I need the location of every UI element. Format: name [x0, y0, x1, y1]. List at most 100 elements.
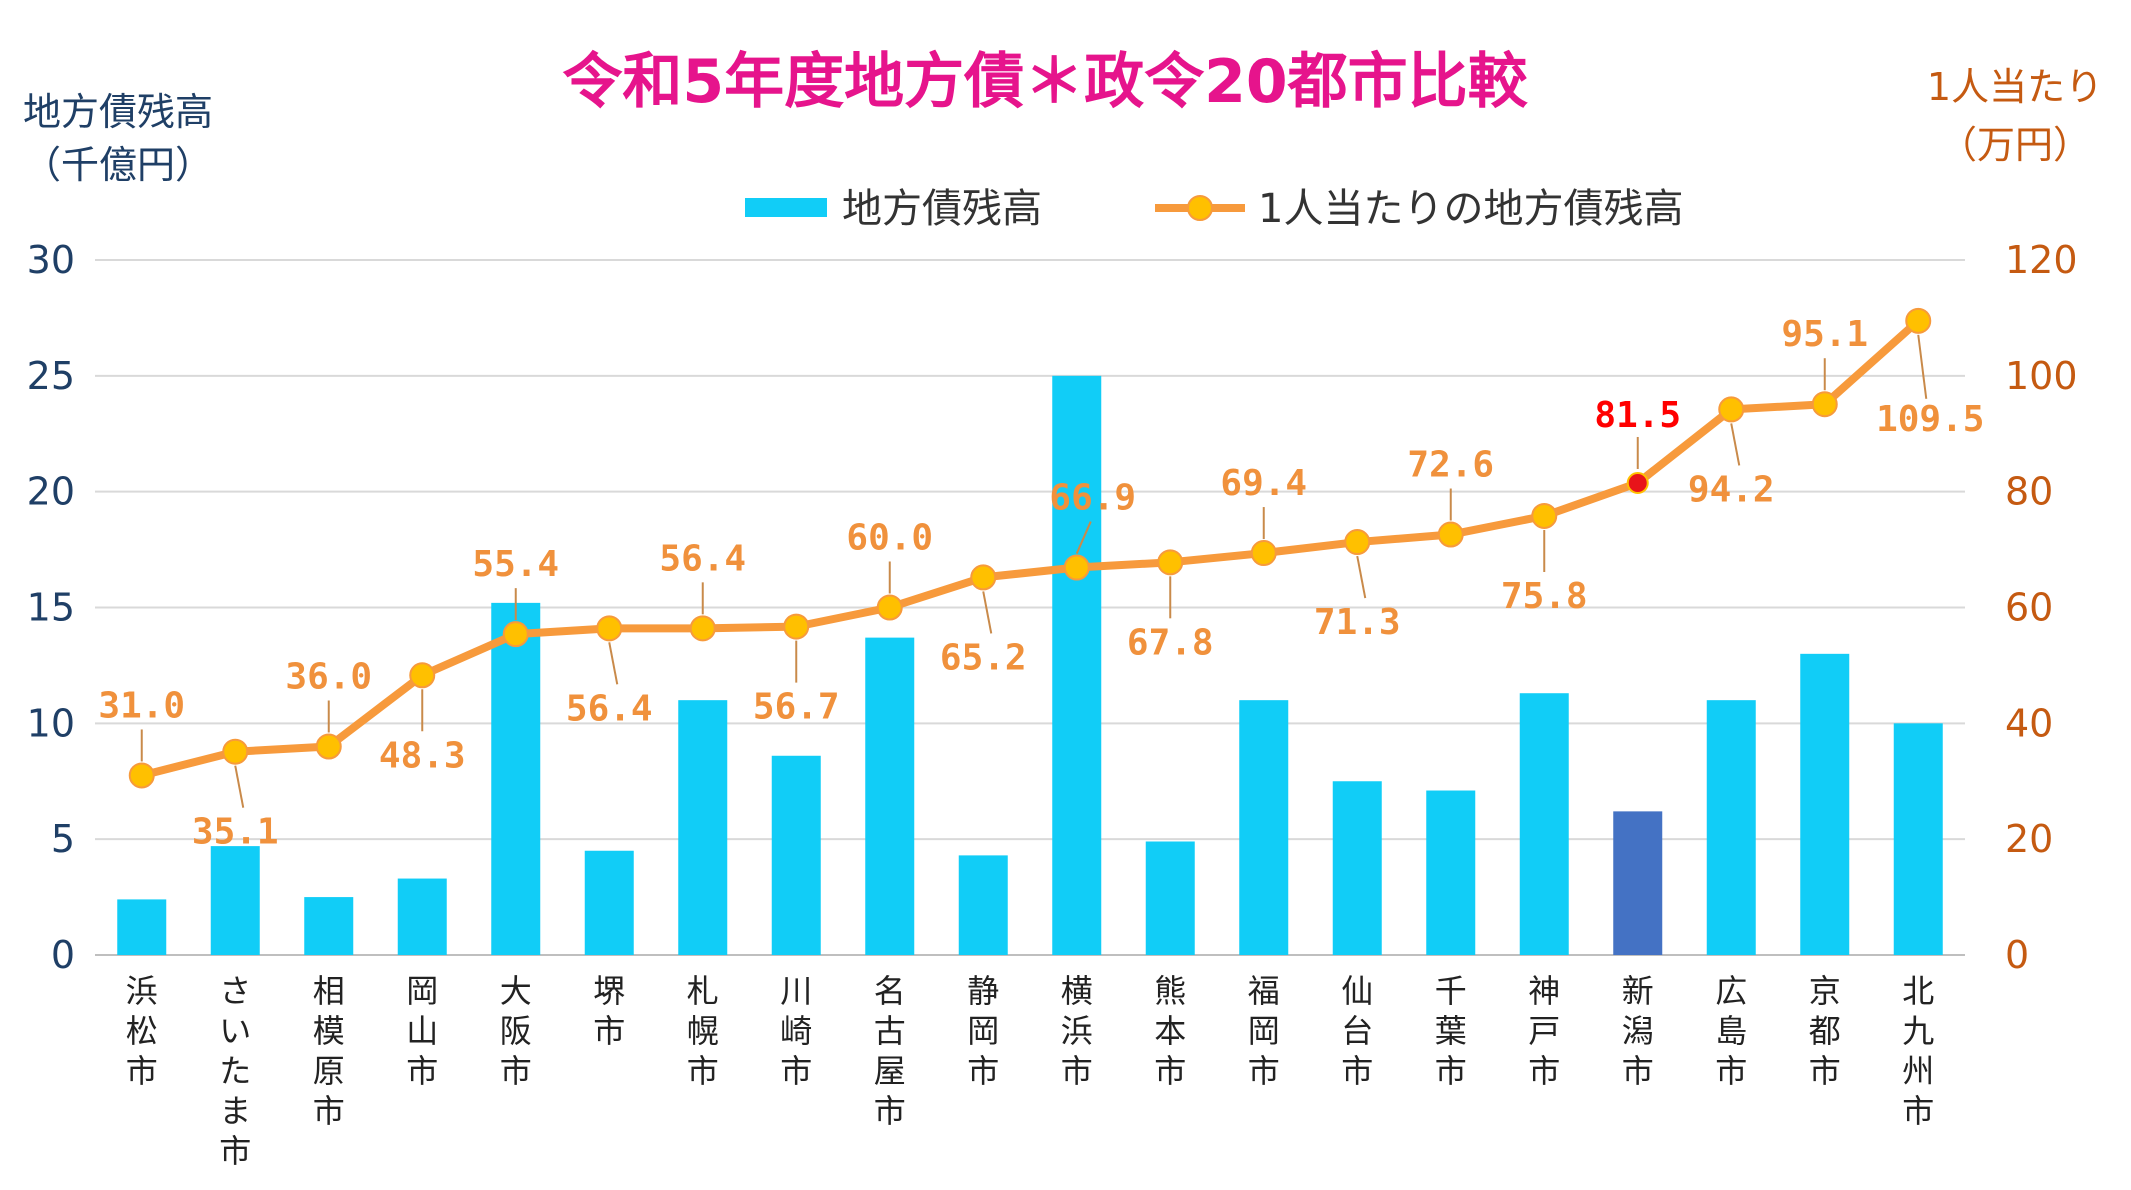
bar: [1800, 653, 1850, 955]
bar: [958, 855, 1008, 955]
bar: [1052, 375, 1102, 955]
series-marker: [689, 615, 716, 642]
category-label: 浜松市: [126, 972, 158, 1090]
bar: [1332, 781, 1382, 955]
series-marker: [1063, 554, 1090, 581]
label-leader: [1356, 555, 1367, 599]
category-label: 岡山市: [406, 972, 438, 1090]
data-label: 56.7: [753, 687, 840, 728]
bar: [117, 899, 167, 955]
category-label: 福岡市: [1248, 972, 1280, 1090]
category-label: 仙台市: [1341, 972, 1373, 1090]
series-marker: [1250, 540, 1277, 567]
bar: [1613, 811, 1663, 955]
series-marker: [1437, 521, 1464, 548]
data-label: 75.8: [1501, 576, 1588, 617]
bar-series: [117, 375, 1943, 955]
data-label: 67.8: [1127, 622, 1214, 663]
data-label: 71.3: [1314, 602, 1401, 643]
legend-bar-label: 地方債残高: [842, 186, 1042, 232]
right-tick-label: 20: [2005, 817, 2053, 861]
label-leader: [982, 591, 993, 634]
line-series: [128, 307, 1932, 789]
legend: 地方債残高 1人当たりの地方債残高: [745, 186, 1683, 232]
bar: [771, 755, 821, 955]
legend-line-marker: [1187, 195, 1213, 221]
category-label: 札幌市: [687, 972, 719, 1090]
category-label: 熊本市: [1154, 972, 1186, 1090]
left-tick-label: 25: [27, 354, 75, 398]
bar: [210, 846, 260, 955]
legend-bar-swatch: [745, 198, 827, 217]
right-tick-label: 120: [2005, 238, 2078, 282]
right-tick-label: 60: [2005, 586, 2053, 630]
bar: [1893, 723, 1943, 955]
data-label: 66.9: [1049, 478, 1136, 519]
bar: [1706, 700, 1756, 955]
category-label: 千葉市: [1435, 972, 1467, 1090]
data-label: 56.4: [659, 538, 746, 579]
data-label: 55.4: [472, 544, 559, 585]
category-label: 堺市: [593, 972, 625, 1050]
right-tick-label: 40: [2005, 701, 2053, 745]
data-label: 72.6: [1407, 445, 1494, 486]
series-marker: [222, 738, 249, 765]
series-marker: [502, 621, 529, 648]
category-label: 横浜市: [1061, 972, 1093, 1090]
right-tick-label: 80: [2005, 470, 2053, 514]
right-tick-label: 100: [2005, 354, 2078, 398]
category-label: さいたま市: [219, 972, 251, 1170]
left-tick-label: 0: [51, 933, 75, 977]
left-tick-label: 15: [27, 586, 75, 630]
chart-title: 令和5年度地方債＊政令20都市比較: [562, 47, 1528, 117]
data-label: 65.2: [940, 637, 1027, 678]
category-axis: 浜松市 さいたま市 相模原市 岡山市 大阪市 堺市 札幌市 川崎市 名古屋市 静岡市 横浜市 熊本市 福…: [126, 972, 1935, 1170]
data-labels: 31.0 35.1 36.048.3 55.4 56.4 56.4 56.7 60.0 65.2…: [98, 314, 1984, 853]
series-marker: [1811, 391, 1838, 418]
series-marker: [409, 662, 436, 689]
series-marker: [315, 733, 342, 760]
category-label: 新潟市: [1622, 972, 1654, 1090]
left-tick-label: 20: [27, 470, 75, 514]
category-label: 名古屋市: [874, 972, 906, 1130]
data-label: 35.1: [192, 812, 279, 853]
label-leader: [1075, 521, 1092, 554]
right-tick-label: 0: [2005, 933, 2029, 977]
series-marker: [1531, 502, 1558, 529]
series-marker: [1718, 396, 1745, 423]
label-leader: [608, 642, 619, 685]
series-marker: [876, 594, 903, 621]
bar: [1519, 693, 1569, 955]
left-axis-title-line1: 地方債残高: [23, 90, 213, 134]
data-label: 60.0: [846, 518, 933, 559]
data-label: 36.0: [285, 657, 372, 698]
bar: [584, 850, 634, 955]
right-axis-title-line1: 1人当たり: [1927, 65, 2103, 109]
data-label: 31.0: [98, 685, 185, 726]
left-tick-label: 5: [51, 817, 75, 861]
category-label: 大阪市: [500, 972, 532, 1090]
data-label: 56.4: [566, 688, 653, 729]
grid: [95, 259, 1965, 956]
series-marker: [1344, 529, 1371, 556]
series-marker: [783, 613, 810, 640]
category-label: 広島市: [1715, 972, 1747, 1090]
right-axis-ticks: 0 20 40 60 80 100 120: [2005, 238, 2078, 977]
bar: [397, 878, 447, 955]
category-label: 川崎市: [780, 972, 812, 1090]
data-label: 48.3: [379, 735, 466, 776]
label-leaders: [140, 334, 1928, 808]
category-label: 静岡市: [967, 972, 999, 1090]
series-line: [137, 316, 1923, 780]
label-leader: [1917, 334, 1928, 399]
category-label: 京都市: [1809, 972, 1841, 1090]
label-leader: [1730, 423, 1741, 466]
legend-line-label: 1人当たりの地方債残高: [1258, 186, 1683, 232]
series-marker: [596, 615, 623, 642]
left-axis-ticks: 0 5 10 15 20 25 30: [27, 238, 75, 977]
series-marker: [1626, 471, 1649, 494]
category-label: 神戸市: [1528, 972, 1560, 1090]
bar: [1426, 790, 1476, 955]
right-axis-title-line2: （万円）: [1939, 123, 2091, 167]
